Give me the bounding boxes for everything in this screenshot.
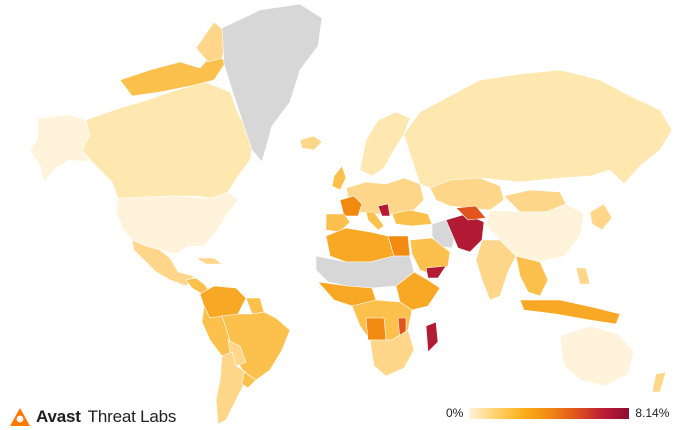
region-usa: [115, 191, 239, 255]
region-philippines: [575, 267, 591, 285]
region-cuba: [195, 257, 223, 265]
region-uruguay: [241, 371, 257, 389]
region-scandinavia: [359, 111, 411, 177]
region-new-zealand: [651, 371, 667, 393]
avast-logo-icon: [10, 408, 30, 426]
color-legend: 0% 8.14%: [446, 403, 669, 423]
region-greenland: [221, 3, 323, 163]
legend-min-label: 0%: [446, 406, 464, 420]
region-china: [485, 203, 585, 263]
region-greece-turkey: [391, 209, 433, 227]
region-madagascar: [425, 321, 439, 353]
region-indochina: [515, 255, 549, 297]
legend-max-label: 8.14%: [635, 406, 670, 420]
region-indonesia: [519, 299, 621, 325]
region-yemen: [425, 265, 447, 279]
region-south-africa: [369, 329, 415, 377]
region-france: [339, 195, 363, 217]
region-balkans: [377, 203, 391, 217]
brand: Avast Threat Labs: [8, 406, 176, 428]
region-canada: [81, 81, 256, 199]
region-angola: [365, 317, 387, 341]
region-australia: [559, 325, 635, 387]
brand-subtitle: Threat Labs: [87, 407, 177, 426]
region-russia: [403, 69, 673, 189]
legend-gradient-bar: [469, 407, 630, 419]
region-iberia: [325, 213, 351, 233]
region-italy: [365, 211, 385, 231]
region-kazakhstan: [429, 177, 505, 211]
region-india: [475, 239, 517, 301]
region-bolivia: [227, 339, 247, 367]
country-regions: [29, 3, 673, 425]
region-alaska: [29, 114, 91, 183]
region-uk: [331, 165, 347, 191]
region-guianas: [245, 297, 265, 315]
region-turkmenistan: [455, 205, 487, 221]
region-argentina: [215, 351, 247, 425]
region-north-africa: [325, 227, 395, 263]
region-korea-japan: [589, 203, 613, 231]
region-iceland: [299, 135, 323, 151]
brand-name: Avast: [36, 407, 81, 426]
